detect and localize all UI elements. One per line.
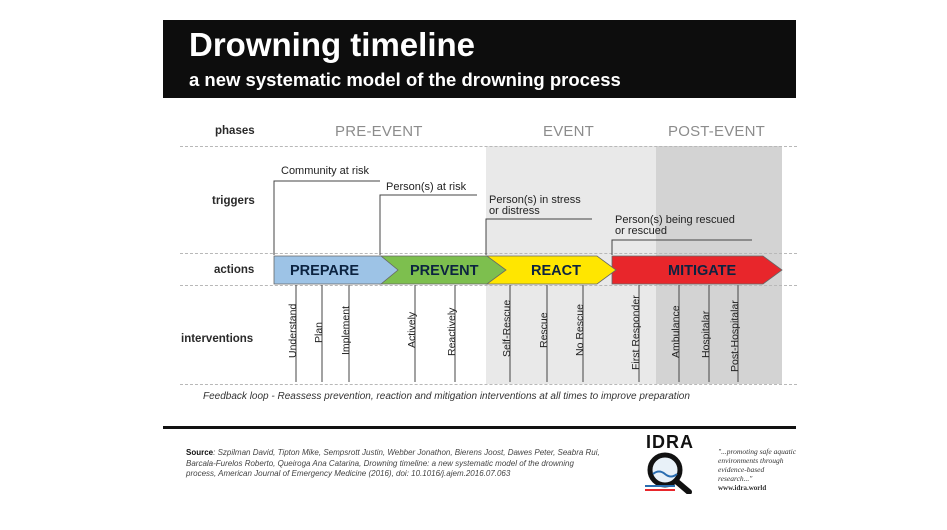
- intervention-actively: Actively: [406, 311, 418, 348]
- intervention-implement: Implement: [340, 305, 352, 355]
- intervention-understand: Understand: [287, 303, 299, 358]
- intervention-self-rescue: Self-Rescue: [501, 299, 513, 357]
- intervention-plan: Plan: [313, 321, 325, 343]
- action-arrow-mitigate: [611, 255, 783, 285]
- trigger-rescued: or rescued: [615, 225, 667, 237]
- phase-post-event: POST-EVENT: [668, 123, 766, 140]
- source-citation: Source: Szpilman David, Tipton Mike, Sem…: [186, 448, 606, 480]
- row-label-phases: phases: [215, 125, 255, 137]
- action-mitigate: MITIGATE: [668, 263, 737, 279]
- page-title: Drowning timeline: [189, 26, 476, 63]
- page-subtitle: a new systematic model of the drowning p…: [189, 69, 621, 90]
- feedback-loop-note: Feedback loop - Reassess prevention, rea…: [203, 391, 690, 402]
- title-banner: Drowning timeline a new systematic model…: [163, 20, 796, 98]
- row-label-triggers: triggers: [212, 195, 255, 207]
- phase-pre-event: PRE-EVENT: [335, 123, 423, 140]
- trigger-being-rescued: Person(s) being rescued: [615, 214, 735, 226]
- source-text: : Szpilman David, Tipton Mike, Sempsrott…: [186, 448, 600, 478]
- action-prepare: PREPARE: [290, 263, 360, 279]
- row-label-interventions: interventions: [181, 333, 254, 345]
- trigger-line-rescued: [611, 239, 752, 255]
- divider: [180, 384, 797, 385]
- divider: [180, 146, 797, 147]
- intervention-post-hospitalar: Post-Hospitalar: [729, 300, 741, 372]
- trigger-line-community: [273, 180, 380, 255]
- trigger-distress: or distress: [489, 205, 540, 217]
- trigger-community: Community at risk: [281, 165, 370, 177]
- row-label-actions: actions: [214, 264, 255, 276]
- divider: [180, 285, 797, 286]
- intervention-no-rescue: No Rescue: [574, 304, 586, 356]
- intervention-ambulance: Ambulance: [670, 305, 682, 358]
- divider: [180, 253, 797, 254]
- footer-divider: [163, 426, 796, 429]
- action-react: REACT: [531, 263, 581, 279]
- action-prevent: PREVENT: [410, 263, 479, 279]
- source-label: Source: [186, 448, 214, 457]
- trigger-stress: Person(s) in stress: [489, 194, 581, 206]
- intervention-rescue: Rescue: [538, 312, 550, 348]
- action-arrow-prepare: [273, 255, 399, 285]
- intervention-hospitalar: Hospitalar: [700, 310, 712, 358]
- intervention-reactively: Reactively: [446, 307, 458, 356]
- magnifier-icon: [645, 452, 692, 494]
- trigger-line-stress: [485, 218, 592, 255]
- logo-website: www.idra.world: [718, 484, 767, 492]
- trigger-line-person-at-risk: [379, 194, 477, 255]
- logo-idra: IDRA: [646, 432, 694, 452]
- trigger-person-at-risk: Person(s) at risk: [386, 181, 467, 193]
- logo-quote: "...promoting safe aquatic environments …: [718, 447, 797, 483]
- intervention-first-responder: First Responder: [630, 295, 642, 370]
- phase-event: EVENT: [543, 123, 595, 140]
